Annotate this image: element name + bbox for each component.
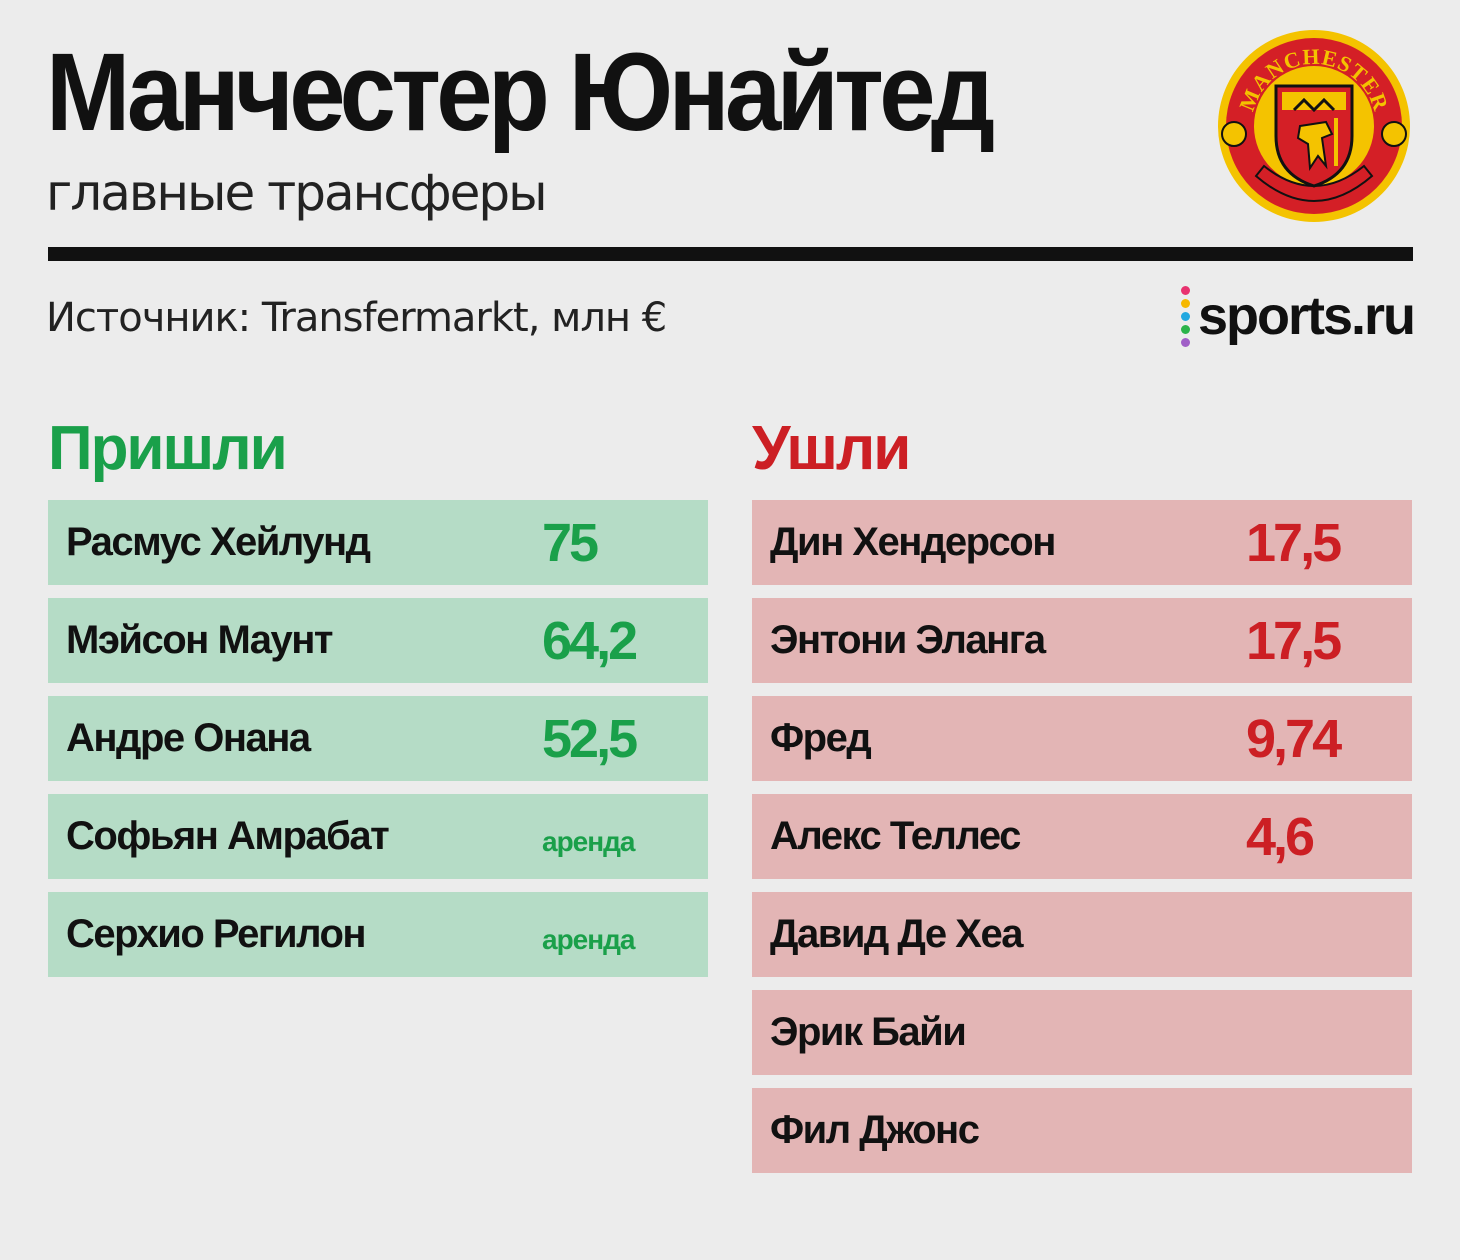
- player-name: Софьян Амрабат: [66, 814, 390, 858]
- transfer-fee: 17,5: [1246, 610, 1342, 671]
- transfer-fee: 9,74: [1246, 708, 1342, 769]
- incoming-heading: Пришли: [48, 414, 288, 483]
- transfer-row: Эрик Байи: [752, 990, 1412, 1075]
- transfer-row: Давид Де Хеа: [752, 892, 1412, 977]
- incoming-column: Пришли Расмус Хейлунд 75 Мэйсон Маунт 64,2 А…: [48, 410, 708, 990]
- transfer-fee: 75: [542, 512, 599, 573]
- outgoing-list: Дин Хендерсон 17,5 Энтони Эланга 17,5 Фред 9,…: [752, 500, 1412, 1173]
- transfer-fee: 52,5: [542, 708, 638, 769]
- transfer-fee: 64,2: [542, 610, 638, 671]
- page-subtitle: главные трансферы: [46, 164, 548, 222]
- transfer-fee: 17,5: [1246, 512, 1342, 573]
- brand-dots-icon: [1180, 285, 1190, 347]
- player-name: Фил Джонс: [770, 1108, 980, 1152]
- page-title: Манчестер Юнайтед: [46, 31, 995, 154]
- brand-dot: [1180, 298, 1190, 308]
- outgoing-column: Ушли Дин Хендерсон 17,5 Энтони Эланга 17,5 Ф…: [752, 410, 1412, 1186]
- incoming-list: Расмус Хейлунд 75 Мэйсон Маунт 64,2 Андре Он…: [48, 500, 708, 977]
- player-name: Мэйсон Маунт: [66, 618, 334, 662]
- player-name: Фред: [770, 716, 872, 760]
- transfer-row: Серхио Регилон аренда: [48, 892, 708, 977]
- player-name: Алекс Теллес: [770, 814, 1021, 858]
- transfer-row: Фред 9,74: [752, 696, 1412, 781]
- transfer-row: Энтони Эланга 17,5: [752, 598, 1412, 683]
- source-note: Источник: Transfermarkt, млн €: [46, 295, 667, 341]
- transfer-row: Софьян Амрабат аренда: [48, 794, 708, 879]
- header-divider: [48, 247, 1413, 261]
- transfer-row: Дин Хендерсон 17,5: [752, 500, 1412, 585]
- player-name: Андре Онана: [66, 716, 311, 760]
- transfer-fee: аренда: [542, 924, 636, 955]
- outgoing-heading: Ушли: [752, 414, 911, 483]
- transfer-row: Фил Джонс: [752, 1088, 1412, 1173]
- player-name: Энтони Эланга: [770, 618, 1046, 662]
- transfer-fee: аренда: [542, 826, 636, 857]
- brand-name: sports.ru: [1197, 286, 1416, 346]
- player-name: Давид Де Хеа: [770, 912, 1023, 956]
- player-name: Серхио Регилон: [66, 912, 367, 956]
- player-name: Расмус Хейлунд: [66, 520, 371, 564]
- player-name: Дин Хендерсон: [770, 520, 1056, 564]
- brand-dot: [1180, 311, 1190, 321]
- brand-dot: [1180, 285, 1190, 295]
- transfer-row: Андре Онана 52,5: [48, 696, 708, 781]
- brand-dot: [1180, 324, 1190, 334]
- transfer-fee: 4,6: [1246, 806, 1315, 867]
- transfer-row: Мэйсон Маунт 64,2: [48, 598, 708, 683]
- transfer-row: Алекс Теллес 4,6: [752, 794, 1412, 879]
- brand-logo: sports.ru: [1180, 284, 1416, 348]
- transfer-row: Расмус Хейлунд 75: [48, 500, 708, 585]
- brand-dot: [1180, 337, 1190, 347]
- player-name: Эрик Байи: [770, 1010, 967, 1054]
- club-crest-logo: MANCHESTER UNITED: [1218, 30, 1410, 222]
